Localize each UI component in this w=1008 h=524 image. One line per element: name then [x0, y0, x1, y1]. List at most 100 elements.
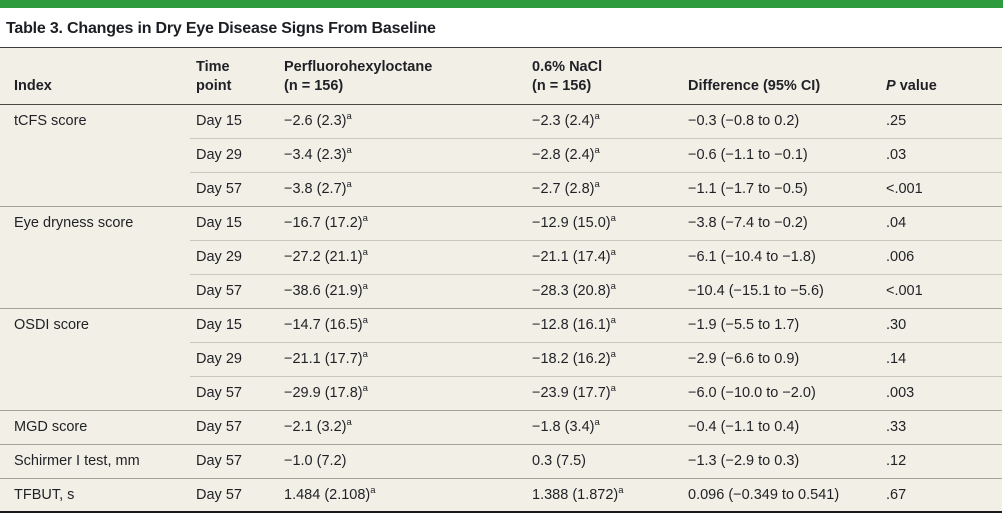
cell-index: [0, 138, 190, 172]
cell-p-value: .14: [884, 341, 1002, 376]
col-header-perfluorohexyloctane: Perfluorohexyloctane (n = 156): [282, 48, 530, 105]
header-row: Index Time point Perfluorohexyloctane (n…: [0, 48, 1002, 105]
cell-difference: −6.1 (−10.4 to −1.8): [686, 239, 884, 274]
cell-index: [0, 342, 190, 376]
cell-difference: −0.6 (−1.1 to −0.1): [686, 137, 884, 172]
footnote-marker-a: a: [594, 145, 600, 157]
footnote-marker-a: a: [362, 213, 368, 225]
cell-nacl-value: −23.9 (17.7)a: [530, 375, 686, 410]
cell-index: [0, 240, 190, 274]
cell-difference: −1.1 (−1.7 to −0.5): [686, 171, 884, 206]
cell-time-point: Day 57: [190, 375, 282, 410]
footnote-marker-a: a: [362, 383, 368, 395]
col-header-nacl: 0.6% NaCl (n = 156): [530, 48, 686, 105]
cell-p-value: <.001: [884, 171, 1002, 206]
cell-index: MGD score: [0, 409, 190, 444]
cell-pfh-value: −2.6 (2.3)a: [284, 111, 352, 129]
cell-p-value: .12: [884, 443, 1002, 478]
table-row: OSDI score Day 15 −14.7 (16.5)a −12.8 (16.1…: [0, 307, 1002, 342]
col-header-p-rest: value: [895, 78, 937, 95]
cell-nacl-value: −2.7 (2.8)a: [530, 171, 686, 206]
cell-nacl-value: 0.3 (7.5): [530, 443, 686, 478]
cell-pfh-value: −21.1 (17.7)a: [282, 341, 530, 376]
footnote-marker-a: a: [346, 179, 352, 191]
table-header: Index Time point Perfluorohexyloctane (n…: [0, 48, 1002, 105]
footnote-marker-a: a: [346, 111, 352, 123]
cell-p-value: .67: [884, 477, 1002, 512]
table-row: Day 57 −29.9 (17.8)a −23.9 (17.7)a −6.0 (−1…: [0, 375, 1002, 410]
col-header-time-point: Time point: [190, 48, 282, 105]
cell-pfh-value: −16.7 (17.2)a: [282, 205, 530, 240]
table-row: tCFS score Day 15 −2.6 (2.3)a −2.3 (2.4)a −0…: [0, 104, 1002, 138]
cell-time-point: Day 57: [190, 409, 282, 444]
cell-index: OSDI score: [0, 307, 190, 342]
footnote-marker-a: a: [610, 349, 616, 361]
cell-pfh-value: −1.0 (7.2): [282, 443, 530, 478]
cell-pfh-value: −27.2 (21.1)a: [282, 239, 530, 274]
table-row: Eye dryness score Day 15 −16.7 (17.2)a −12.…: [0, 205, 1002, 240]
col-header-pfh-line2: (n = 156): [284, 78, 344, 95]
cell-pfh-value: −38.6 (21.9)a: [282, 273, 530, 308]
footnote-marker-a: a: [362, 281, 368, 293]
cell-pfh-value: −29.9 (17.8)a: [282, 375, 530, 410]
cell-nacl-value: −18.2 (16.2)a: [530, 341, 686, 376]
col-header-time-line1: Time: [196, 59, 230, 76]
footnote-marker-a: a: [594, 179, 600, 191]
cell-p-value: .25: [886, 113, 907, 129]
col-header-index: Index: [0, 48, 190, 105]
cell-p-value: .006: [884, 239, 1002, 274]
footnote-marker-a: a: [370, 484, 376, 496]
cell-pfh-value: −2.1 (3.2)a: [282, 409, 530, 444]
table-row: Schirmer I test, mm Day 57 −1.0 (7.2) 0.3 (…: [0, 443, 1002, 478]
cell-pfh-value: −3.4 (2.3)a: [282, 137, 530, 172]
cell-time-point: Day 29: [190, 341, 282, 376]
cell-index: Schirmer I test, mm: [0, 443, 190, 478]
col-header-nacl-line1: 0.6% NaCl: [532, 59, 603, 76]
footnote-marker-a: a: [346, 417, 352, 429]
cell-difference: 0.096 (−0.349 to 0.541): [686, 477, 884, 512]
table-row: Day 29 −3.4 (2.3)a −2.8 (2.4)a −0.6 (−1.1 t…: [0, 137, 1002, 172]
cell-nacl-value: −21.1 (17.4)a: [530, 239, 686, 274]
cell-p-value: <.001: [884, 273, 1002, 308]
table-row: Day 29 −27.2 (21.1)a −21.1 (17.4)a −6.1 (−1…: [0, 239, 1002, 274]
table-title-block: Table 3. Changes in Dry Eye Disease Sign…: [0, 8, 1002, 48]
footnote-marker-a: a: [610, 281, 616, 293]
cell-nacl-value: −2.8 (2.4)a: [530, 137, 686, 172]
cell-p-value: .30: [884, 307, 1002, 342]
cell-time-point: Day 57: [190, 443, 282, 478]
cell-index: TFBUT, s: [0, 477, 190, 512]
footnote-marker-a: a: [594, 111, 600, 123]
cell-p-value: .33: [884, 409, 1002, 444]
cell-time-point: Day 29: [190, 239, 282, 274]
cell-pfh-value: −3.8 (2.7)a: [282, 171, 530, 206]
cell-difference: −3.8 (−7.4 to −0.2): [686, 205, 884, 240]
cell-index: [0, 274, 190, 308]
cell-p-value: .003: [884, 375, 1002, 410]
table-row: Day 29 −21.1 (17.7)a −18.2 (16.2)a −2.9 (−6…: [0, 341, 1002, 376]
col-header-difference-label: Difference (95% CI): [688, 78, 821, 95]
cell-p-value: .04: [884, 205, 1002, 240]
footnote-marker-a: a: [594, 417, 600, 429]
col-header-pfh-line1: Perfluorohexyloctane: [284, 59, 433, 76]
col-header-index-label: Index: [14, 78, 52, 95]
cell-difference: −2.9 (−6.6 to 0.9): [686, 341, 884, 376]
cell-nacl-value: −2.3 (2.4)a: [532, 111, 600, 129]
col-header-time-line2: point: [196, 78, 232, 95]
table-body: tCFS score Day 15 −2.6 (2.3)a −2.3 (2.4)a −0…: [0, 104, 1002, 512]
col-header-p-italic: P: [886, 78, 896, 95]
cell-time-point: Day 57: [190, 477, 282, 512]
cell-index: tCFS score: [14, 113, 87, 130]
cell-index: [0, 376, 190, 410]
accent-bar: [0, 0, 1003, 8]
cell-pfh-value: 1.484 (2.108)a: [282, 477, 530, 512]
cell-nacl-value: −28.3 (20.8)a: [530, 273, 686, 308]
cell-time-point: Day 15: [190, 205, 282, 240]
cell-difference: −0.3 (−0.8 to 0.2): [688, 113, 800, 129]
col-header-difference: Difference (95% CI): [686, 48, 884, 105]
cell-difference: −0.4 (−1.1 to 0.4): [686, 409, 884, 444]
cell-difference: −6.0 (−10.0 to −2.0): [686, 375, 884, 410]
footnote-marker-a: a: [610, 213, 616, 225]
table-row: Day 57 −38.6 (21.9)a −28.3 (20.8)a −10.4 (−…: [0, 273, 1002, 308]
cell-nacl-value: 1.388 (1.872)a: [530, 477, 686, 512]
table-row: MGD score Day 57 −2.1 (3.2)a −1.8 (3.4)a −0.…: [0, 409, 1002, 444]
